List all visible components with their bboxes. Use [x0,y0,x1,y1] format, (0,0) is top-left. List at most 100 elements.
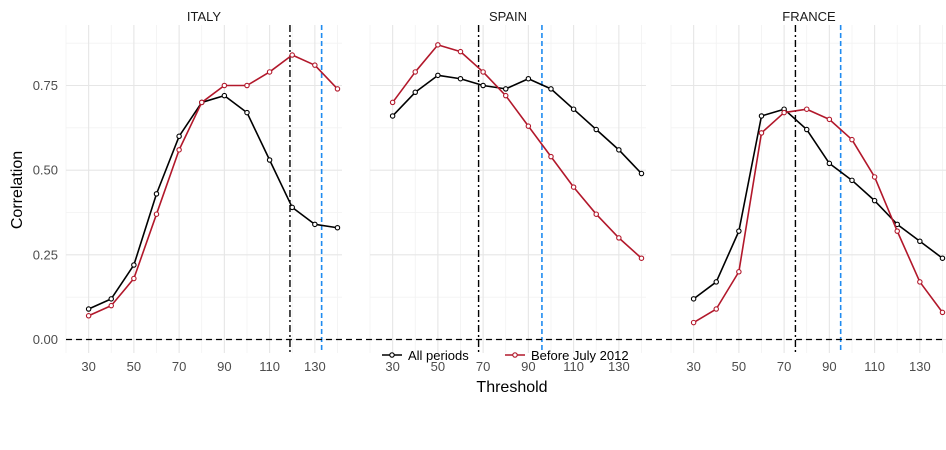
data-point-all-periods-france [690,296,697,302]
x-tick-label: 50 [127,359,141,374]
panel-title-france: FRANCE [782,9,836,24]
data-point-all-periods-italy [85,306,92,312]
data-point-all-periods-italy [244,109,250,116]
data-point-all-periods-italy [176,133,182,140]
x-tick-label: 70 [476,359,490,374]
x-tick-label: 70 [172,359,186,374]
data-point-all-periods-france [758,113,765,119]
panel-france: FRANCE 30 50 70 90 110 130 [670,9,946,374]
legend-key-point-before-july-2012 [512,352,518,358]
data-point-before-july-2012-italy [334,86,341,92]
data-point-before-july-2012-spain [548,153,554,160]
data-point-before-july-2012-france [690,319,697,326]
data-point-before-july-2012-spain [412,69,418,75]
series-line-all-periods-spain [392,74,643,175]
data-point-before-july-2012-spain [593,211,599,217]
legend-label-all-periods: All periods [408,348,469,363]
data-point-before-july-2012-italy [85,313,92,319]
legend-item-all-periods: All periods [382,348,469,363]
x-tick-label: 110 [563,359,584,374]
data-point-all-periods-italy [153,191,160,197]
data-point-all-periods-spain [435,72,441,79]
data-point-before-july-2012-spain [502,92,509,99]
y-axis: 0.00 0.25 0.50 0.75 [33,78,58,347]
data-point-before-july-2012-italy [266,69,273,75]
data-point-all-periods-italy [334,224,341,231]
y-axis-title: Correlation [9,151,26,229]
data-point-before-july-2012-france [758,130,765,136]
data-point-before-july-2012-italy [108,302,114,309]
data-point-all-periods-france [826,160,833,167]
data-point-all-periods-italy [221,92,228,99]
x-tick-label: 30 [686,359,700,374]
series-line-all-periods-italy [88,94,338,310]
data-point-all-periods-spain [457,75,464,82]
data-point-all-periods-italy [289,204,295,211]
data-point-all-periods-france [849,177,855,184]
data-point-all-periods-spain [502,86,509,92]
x-tick-label: 30 [81,359,95,374]
y-tick-label: 0.25 [33,247,58,262]
data-point-all-periods-spain [525,75,532,82]
legend-label-before-july-2012: Before July 2012 [531,348,629,363]
data-point-before-july-2012-france [849,136,855,143]
legend-key-point-all-periods [389,352,395,358]
data-point-all-periods-france [713,279,719,285]
data-point-before-july-2012-spain [570,184,577,190]
y-tick-label: 0.00 [33,332,58,347]
data-point-before-july-2012-france [803,106,810,112]
data-point-before-july-2012-spain [389,99,396,106]
x-tick-label: 130 [608,359,630,374]
series-line-before-july-2012-spain [391,44,643,259]
data-point-before-july-2012-spain [616,235,622,241]
data-point-all-periods-france [803,126,810,133]
x-tick-label: 90 [822,359,836,374]
series-line-all-periods-france [693,108,943,300]
data-point-all-periods-spain [548,86,554,92]
series-line-before-july-2012-france [693,108,944,324]
data-point-before-july-2012-italy [221,82,228,89]
legend-item-before-july-2012: Before July 2012 [505,348,629,363]
data-point-all-periods-france [871,197,878,204]
data-point-all-periods-spain [593,126,599,133]
x-tick-label: 50 [732,359,746,374]
data-point-before-july-2012-italy [289,52,295,58]
data-point-before-july-2012-france [871,174,878,180]
data-point-before-july-2012-spain [638,255,645,261]
y-tick-label: 0.50 [33,163,58,178]
data-point-before-july-2012-france [939,309,946,316]
y-tick-label: 0.75 [33,78,58,93]
panel-spain: SPAIN 30 50 70 90 110 130 [369,9,646,374]
data-point-before-july-2012-spain [480,69,486,75]
data-point-all-periods-spain [638,170,645,177]
data-point-before-july-2012-italy [244,82,250,89]
panel-title-spain: SPAIN [489,9,527,24]
data-point-before-july-2012-italy [176,147,182,153]
x-tick-label: 50 [431,359,445,374]
data-point-all-periods-italy [266,157,273,163]
legend: All periods Before July 2012 [382,348,629,363]
data-point-before-july-2012-italy [131,275,137,282]
data-point-all-periods-italy [131,262,137,268]
data-point-before-july-2012-france [713,306,719,312]
data-point-before-july-2012-france [917,279,923,285]
panel-italy: ITALY 30 50 70 90 110 130 [65,9,342,374]
x-tick-label: 70 [777,359,791,374]
data-point-all-periods-france [736,228,742,234]
data-point-all-periods-france [939,255,946,261]
data-point-all-periods-spain [480,82,486,89]
data-point-all-periods-italy [312,221,318,228]
x-tick-label: 130 [909,359,931,374]
panel-title-italy: ITALY [187,9,222,24]
data-point-before-july-2012-france [894,228,900,234]
data-point-before-july-2012-spain [525,123,532,129]
x-tick-label: 90 [217,359,231,374]
data-point-all-periods-france [917,238,923,245]
data-point-before-july-2012-italy [312,62,318,68]
data-point-before-july-2012-spain [457,48,464,55]
data-point-before-july-2012-france [736,269,742,275]
data-point-all-periods-italy [108,296,114,302]
x-axis-title: Threshold [476,379,547,396]
data-point-before-july-2012-spain [435,42,441,48]
